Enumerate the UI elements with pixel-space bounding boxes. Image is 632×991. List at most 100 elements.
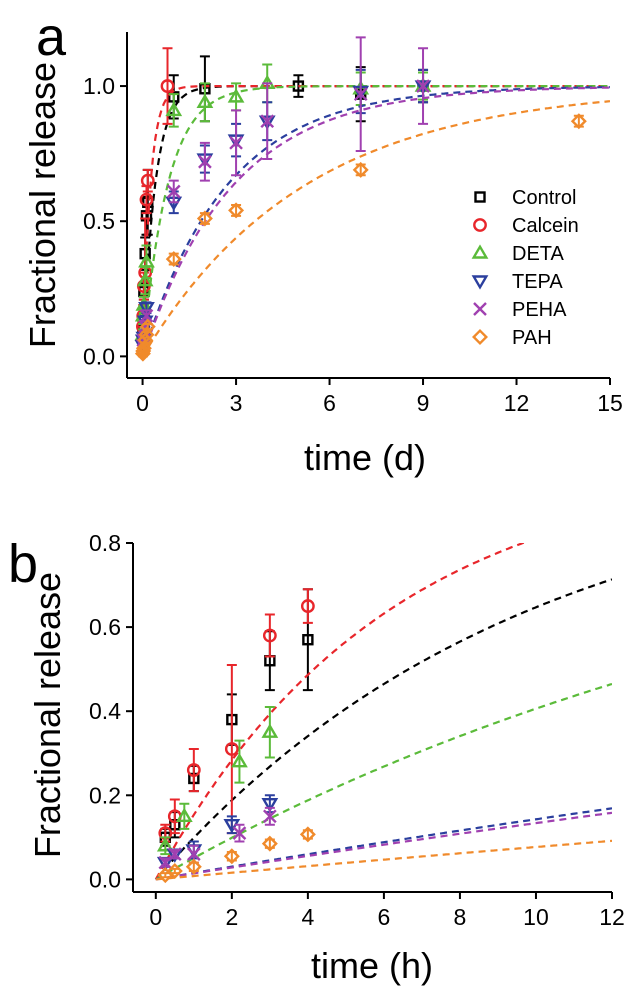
error-bar — [302, 588, 313, 624]
fit-curve — [155, 682, 612, 881]
series-deta — [155, 682, 612, 881]
legend: Control Calcein DETA TEPA PEHA PAH — [471, 187, 579, 349]
data-point — [261, 835, 278, 852]
y-tick-label: 0.8 — [89, 530, 121, 556]
panel-b: b 0 2 4 6 8 10 12 0.0 0.2 0.4 0.6 0.8 time (h) Frac… — [8, 530, 625, 986]
data-point — [228, 202, 245, 219]
panel-b-y-label: Fractional release — [27, 572, 68, 858]
x-tick-label: 15 — [597, 390, 623, 416]
data-point — [156, 837, 174, 852]
x-tick-label: 6 — [378, 904, 391, 930]
panel-b-letter: b — [8, 534, 38, 594]
series-pah — [134, 100, 610, 362]
data-point — [227, 88, 245, 103]
y-tick-label: 0.6 — [89, 614, 121, 640]
data-point — [262, 628, 277, 643]
error-bar — [141, 244, 152, 279]
data-point — [352, 161, 369, 178]
panel-a-x-label: time (d) — [304, 437, 426, 478]
x-tick-label: 8 — [454, 904, 467, 930]
error-bar — [168, 93, 179, 128]
series-control — [154, 578, 612, 881]
x-tick-label: 3 — [230, 390, 243, 416]
error-bar — [169, 798, 180, 835]
data-point — [138, 326, 155, 343]
fit-curve — [155, 811, 612, 881]
data-point — [224, 742, 239, 756]
legend-label: PAH — [512, 327, 552, 349]
series-pah — [155, 826, 612, 884]
fit-curve — [141, 85, 610, 357]
x-tick-label: 6 — [323, 390, 336, 416]
legend-marker — [472, 329, 488, 345]
fit-curve — [141, 100, 610, 357]
panel-a: a 0 3 6 9 12 15 0.0 0.5 1.0 time (d) Fractional … — [22, 7, 623, 478]
x-tick-label: 4 — [301, 904, 314, 930]
legend-marker — [473, 302, 487, 316]
legend-marker — [471, 275, 489, 290]
legend-label: DETA — [512, 243, 565, 265]
error-bar — [264, 613, 275, 658]
legend-label: TEPA — [512, 271, 563, 293]
data-point — [299, 826, 316, 843]
data-point — [185, 858, 202, 875]
legend-marker — [474, 191, 486, 203]
fit-curve — [155, 839, 612, 881]
fit-curve — [154, 578, 612, 881]
panel-a-letter: a — [36, 7, 67, 67]
panel-a-y-label: Fractional release — [22, 62, 63, 348]
data-point — [175, 807, 193, 823]
data-point — [232, 826, 247, 840]
x-tick-label: 2 — [225, 904, 238, 930]
y-tick-label: 0.0 — [89, 866, 121, 892]
data-point — [261, 797, 279, 813]
data-point — [353, 87, 368, 102]
series-peha — [155, 806, 612, 881]
data-point — [229, 135, 243, 150]
y-tick-label: 0.4 — [89, 698, 121, 724]
data-point — [139, 192, 154, 207]
data-point — [136, 272, 154, 287]
data-point — [166, 184, 181, 199]
error-bar — [188, 748, 199, 793]
series-calcein — [154, 543, 527, 880]
error-bar — [142, 168, 153, 193]
legend-marker — [473, 218, 487, 232]
data-point — [166, 862, 183, 879]
x-tick-label: 9 — [417, 390, 430, 416]
data-point — [140, 173, 155, 188]
data-point — [302, 634, 314, 646]
data-point — [263, 809, 277, 824]
data-point — [223, 848, 240, 865]
error-bar — [293, 74, 304, 98]
y-tick-label: 0.5 — [83, 208, 115, 234]
panel-b-x-label: time (h) — [311, 945, 433, 986]
data-point — [570, 113, 587, 130]
data-point — [416, 79, 430, 93]
data-point — [300, 599, 315, 613]
y-tick-label: 0.0 — [83, 343, 115, 369]
data-point — [167, 847, 182, 862]
data-point — [139, 308, 154, 323]
data-point — [138, 302, 155, 317]
x-tick-label: 12 — [504, 390, 530, 416]
x-tick-label: 12 — [599, 904, 625, 930]
y-tick-label: 0.2 — [89, 782, 121, 808]
data-point — [196, 210, 213, 227]
data-point — [260, 114, 275, 129]
legend-label: PEHA — [512, 299, 567, 321]
data-point — [160, 79, 175, 93]
error-bar — [162, 47, 173, 125]
legend-label: Control — [512, 187, 576, 209]
data-point — [186, 763, 201, 777]
data-point — [186, 847, 201, 862]
data-point — [198, 154, 212, 169]
legend-label: Calcein — [512, 215, 579, 237]
error-bar — [264, 705, 275, 759]
error-bar — [226, 663, 237, 835]
legend-marker — [471, 244, 489, 259]
data-point — [196, 93, 214, 108]
data-point — [261, 723, 279, 738]
x-tick-label: 10 — [523, 904, 549, 930]
